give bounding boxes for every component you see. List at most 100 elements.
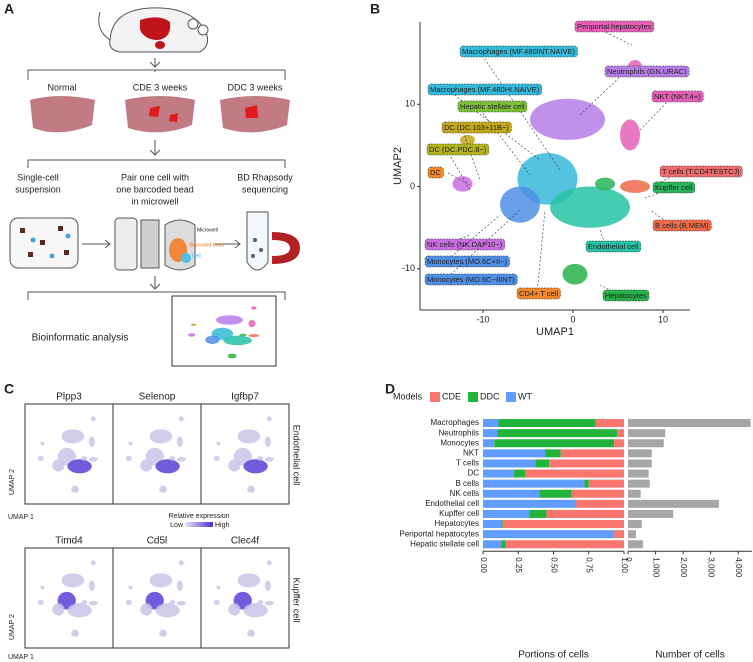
leader-line	[599, 229, 607, 248]
x-tick-label: 1,000	[651, 557, 660, 578]
cluster-label: DC (DC.PDC.8−)	[429, 145, 487, 154]
cluster	[169, 456, 176, 461]
label-box	[659, 165, 743, 178]
cluster	[228, 603, 241, 616]
bar-segment	[483, 509, 530, 518]
cluster-label: DC	[430, 168, 441, 177]
x-tick-label: 10	[658, 314, 668, 324]
cluster	[237, 573, 261, 588]
cluster	[155, 603, 180, 618]
legend-swatch	[430, 392, 440, 402]
final-step: Bioinformatic analysis	[32, 333, 129, 344]
label-box	[424, 273, 518, 286]
cluster-label: Monocytes (MO.6C+II−)	[427, 257, 508, 266]
bar-segment	[616, 429, 624, 438]
bar-segment	[483, 479, 585, 488]
cluster	[239, 333, 247, 337]
panel-label: D	[385, 381, 395, 397]
count-bar	[628, 439, 664, 448]
cluster	[40, 441, 45, 446]
step: Pair one cell with	[121, 172, 189, 182]
cluster	[247, 485, 255, 493]
cluster	[149, 573, 173, 588]
label-box	[427, 166, 444, 179]
cluster	[159, 485, 167, 493]
cluster	[227, 353, 237, 359]
panel-label: B	[370, 1, 380, 17]
y-tick-label: -10	[402, 263, 415, 273]
legend-label: CDE	[442, 391, 461, 401]
bar-segment	[502, 520, 624, 529]
bar-segment	[483, 459, 536, 468]
cluster-label: CD4+ T cell	[519, 289, 558, 298]
cluster	[237, 429, 261, 444]
label-box	[441, 121, 512, 134]
label-box	[516, 287, 561, 300]
count-bar	[628, 509, 674, 518]
bar-segment	[498, 419, 596, 428]
x-tick-label: 2,000	[679, 557, 688, 578]
cluster	[500, 186, 540, 223]
x-tick-label: 0.25	[514, 557, 523, 573]
cluster	[452, 176, 473, 192]
step: suspension	[15, 184, 61, 194]
cluster-label: Periportal hepatocytes	[577, 22, 652, 31]
label-box	[652, 181, 695, 194]
cluster	[91, 560, 96, 566]
cluster	[159, 629, 167, 637]
cluster	[128, 441, 133, 446]
x-tick-label: 4,000	[734, 557, 743, 578]
label-box	[604, 65, 690, 78]
device-label: Barcoded bead	[190, 242, 224, 248]
bar-segment	[546, 509, 624, 518]
cluster-label: Monocytes (MO.6C−IIINT)	[427, 275, 515, 284]
cluster	[67, 603, 92, 618]
category-label: Macrophages	[431, 418, 479, 427]
category-label: NK cells	[450, 489, 479, 498]
step: one barcoded bead	[116, 184, 194, 194]
bar-segment	[560, 449, 624, 458]
cluster	[213, 599, 220, 606]
cluster	[155, 459, 180, 474]
x-tick-label: 0.00	[479, 557, 488, 573]
axis-label: UMAP 1	[8, 654, 34, 661]
cluster	[530, 98, 605, 141]
cluster-label: NKT (NKT.4+)	[654, 92, 701, 101]
bar-segment	[535, 459, 550, 468]
bar-segment	[483, 429, 498, 438]
cluster-label: Neutrophils (GN.URAC)	[607, 67, 687, 76]
bar-segment	[545, 449, 561, 458]
legend-swatch	[506, 392, 516, 402]
cluster	[176, 457, 186, 462]
panel-frame	[24, 547, 290, 649]
axis-label: UMAP 2	[9, 614, 16, 640]
bar-segment	[505, 540, 624, 549]
cluster	[243, 459, 268, 474]
x-axis-label: Portions of cells	[518, 650, 589, 661]
cluster	[620, 119, 640, 151]
cluster	[37, 455, 44, 462]
legend-low: Low	[170, 522, 184, 529]
label-box	[652, 219, 712, 232]
bar-segment	[614, 439, 624, 448]
condition: CDE 3 weeks	[133, 82, 188, 92]
leader-line	[594, 26, 633, 46]
step: in microwell	[131, 196, 178, 206]
bar-segment	[483, 419, 499, 428]
cluster	[125, 455, 132, 462]
label-box	[424, 238, 505, 251]
cluster-label: B cells (B.MEM)	[655, 221, 709, 230]
bar-segment	[483, 439, 495, 448]
bar-segment	[501, 540, 506, 549]
cluster	[190, 323, 197, 326]
gene-label: Igfbp7	[231, 392, 259, 403]
cluster	[257, 456, 264, 461]
gene-label: Selenop	[139, 392, 176, 403]
cluster	[264, 457, 274, 462]
cluster-label: Hepatic stellate cell	[460, 102, 525, 111]
bar-segment	[525, 469, 624, 478]
label-box	[459, 45, 578, 58]
category-label: Endothelial cell	[425, 499, 479, 508]
legend-title: Relative expression	[168, 513, 229, 520]
category-label: T cells	[456, 459, 479, 468]
